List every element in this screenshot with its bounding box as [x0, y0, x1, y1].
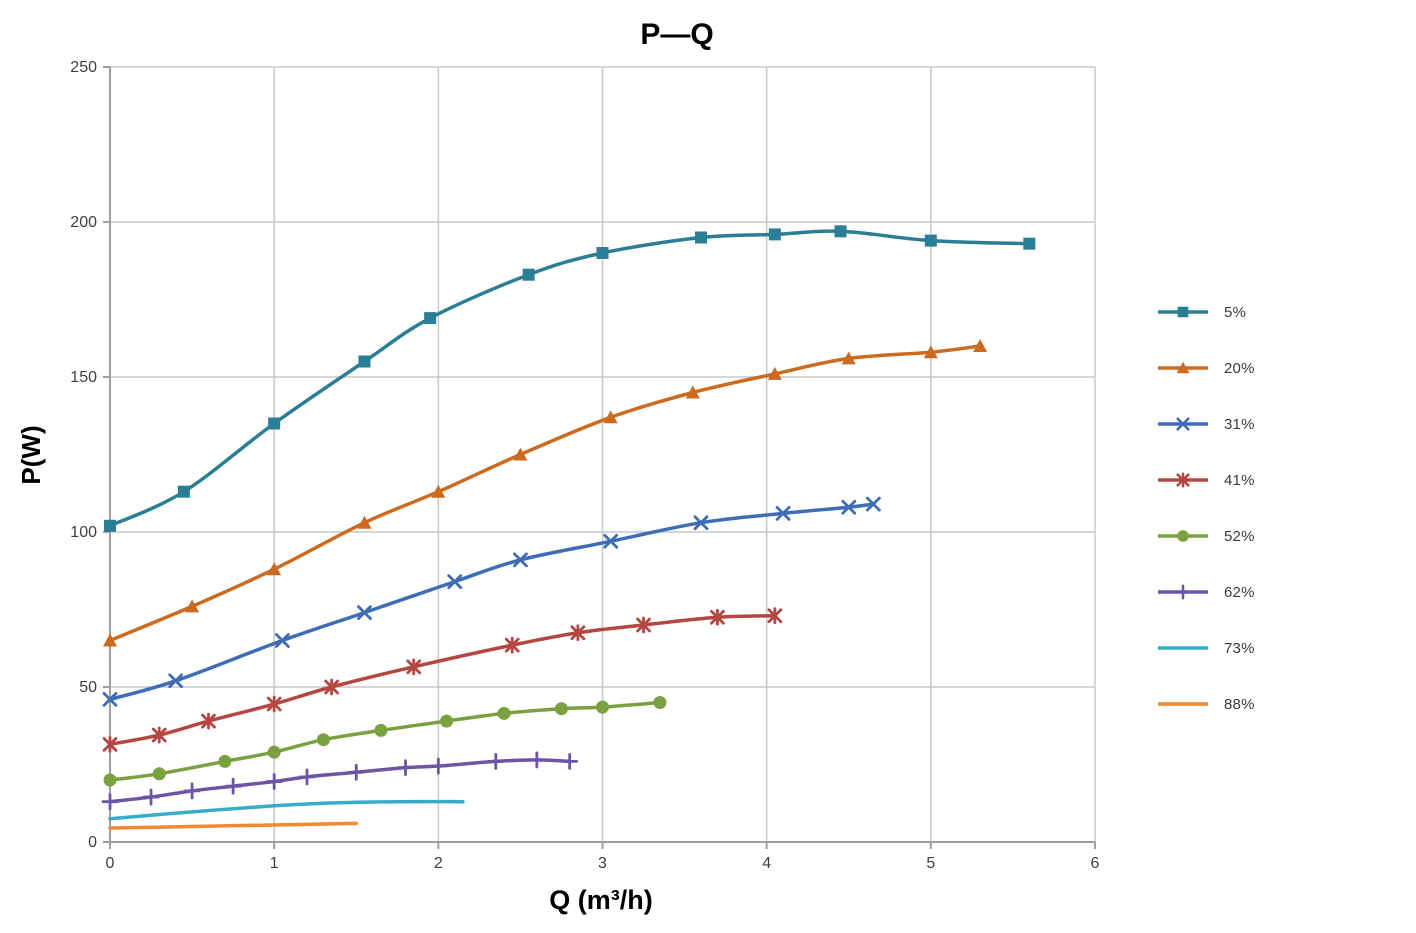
legend-marker-x-icon — [1158, 417, 1208, 431]
x-tick-label: 1 — [270, 855, 279, 872]
series-41% — [102, 607, 783, 753]
legend-item-5%: 5% — [1158, 284, 1255, 340]
series-31% — [102, 496, 881, 707]
y-tick-label: 50 — [79, 679, 97, 696]
legend-label: 52% — [1224, 527, 1255, 545]
x-tick-label: 6 — [1091, 855, 1100, 872]
gridlines — [109, 66, 1096, 843]
plot-area: 0 1 2 3 4 5 6 0 50 100 150 200 250 — [70, 59, 1099, 872]
legend-marker-square-icon — [1158, 306, 1208, 318]
y-tick-label: 250 — [70, 59, 97, 76]
legend-marker-circle-icon — [1158, 530, 1208, 542]
tick-labels: 0 1 2 3 4 5 6 0 50 100 150 200 250 — [70, 59, 1099, 872]
x-tick-label: 5 — [926, 855, 935, 872]
x-tick-label: 2 — [434, 855, 443, 872]
y-tick-label: 200 — [70, 214, 97, 231]
legend-item-41%: 41% — [1158, 452, 1255, 508]
y-tick-label: 0 — [88, 834, 97, 851]
legend-marker-plus-icon — [1158, 584, 1208, 600]
series-line-5% — [108, 229, 1032, 528]
legend-label: 5% — [1224, 303, 1247, 321]
legend-item-31%: 31% — [1158, 396, 1255, 452]
x-axis-title: Q (m³/h) — [549, 885, 652, 915]
legend-label: 73% — [1224, 639, 1255, 657]
chart-title: P—Q — [640, 18, 713, 51]
legend-label: 20% — [1224, 359, 1255, 377]
series-line-73% — [108, 799, 465, 821]
series-line-31% — [108, 502, 876, 702]
x-tick-label: 4 — [762, 855, 771, 872]
series-line-20% — [108, 344, 982, 643]
series-62% — [101, 751, 579, 811]
legend-marker-none-icon — [1158, 646, 1208, 650]
x-tick-label: 0 — [106, 855, 115, 872]
legend-item-62%: 62% — [1158, 564, 1255, 620]
legend-label: 31% — [1224, 415, 1255, 433]
series-88% — [108, 821, 358, 830]
legend-marker-triangle-icon — [1158, 361, 1208, 374]
series-line-41% — [108, 613, 777, 747]
series-line-62% — [108, 758, 572, 804]
legend-item-73%: 73% — [1158, 620, 1255, 676]
y-tick-label: 100 — [70, 524, 97, 541]
series-52% — [103, 696, 667, 787]
legend-item-52%: 52% — [1158, 508, 1255, 564]
y-tick-label: 150 — [70, 369, 97, 386]
series-line-88% — [108, 821, 358, 830]
axes — [103, 66, 1096, 849]
legend-item-20%: 20% — [1158, 340, 1255, 396]
x-tick-label: 3 — [598, 855, 607, 872]
series-73% — [108, 799, 465, 821]
legend-label: 62% — [1224, 583, 1255, 601]
legend-label: 88% — [1224, 695, 1255, 713]
chart-legend: 5% 20% 31% 41% 52% 62% 73% 88% — [1158, 284, 1255, 732]
legend-marker-none-icon — [1158, 702, 1208, 706]
legend-label: 41% — [1224, 471, 1255, 489]
legend-marker-asterisk-icon — [1158, 472, 1208, 488]
legend-item-88%: 88% — [1158, 676, 1255, 732]
series-5% — [104, 225, 1036, 532]
y-axis-title: P(W) — [16, 425, 46, 484]
series-20% — [103, 339, 988, 647]
